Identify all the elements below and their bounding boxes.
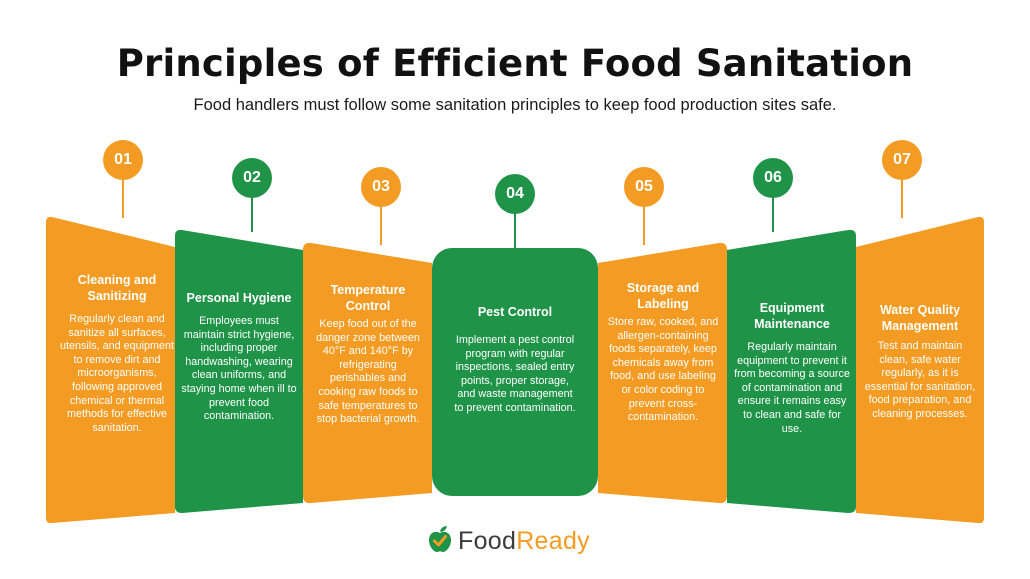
number-badge-06: 06 [753,158,793,198]
principle-title: Storage and Labeling [626,281,700,311]
stem-07 [901,178,903,218]
panel-03-shape [303,242,432,504]
logo-text-ready: Ready [516,526,590,555]
page-title: Principles of Efficient Food Sanitation [116,42,914,85]
principle-05: Storage and Labeling Store raw, cooked, … [605,280,721,425]
stem-02 [251,196,253,232]
panel-01-shape [46,216,175,524]
principle-title: Temperature Control [330,283,406,313]
stem-03 [380,205,382,245]
foodready-logo: FoodReady [428,524,590,558]
logo-wordmark: FoodReady [458,527,590,556]
stem-06 [772,196,774,232]
principle-06: Equipment Maintenance Regularly maintain… [733,300,851,436]
number-badge-02: 02 [232,158,272,198]
principle-title: Cleaning and Sanitizing [77,273,157,303]
page-subtitle: Food handlers must follow some sanitatio… [193,96,837,114]
principle-03: Temperature Control Keep food out of the… [311,282,425,427]
principle-body: Employees must maintain strict hygiene, … [181,315,297,423]
stem-05 [643,205,645,245]
principle-02: Personal Hygiene Employees must maintain… [181,290,297,424]
panel-06-shape [727,229,856,513]
principle-body: Store raw, cooked, and allergen-containi… [607,316,719,424]
number-badge-01: 01 [103,140,143,180]
principle-body: Test and maintain clean, safe water regu… [864,340,976,420]
panel-04-shape [432,248,598,496]
principle-04: Pest Control Implement a pest control pr… [452,304,578,416]
principle-title: Personal Hygiene [186,291,292,305]
number-badge-05: 05 [624,167,664,207]
principle-07: Water Quality Management Test and mainta… [862,302,978,422]
apple-check-icon [428,525,452,558]
logo-text-food: Food [458,526,517,555]
principle-title: Equipment Maintenance [754,301,830,331]
stem-01 [122,178,124,218]
panel-05-shape [598,242,727,504]
number-badge-03: 03 [361,167,401,207]
principle-01: Cleaning and Sanitizing Regularly clean … [58,272,176,435]
principle-title: Pest Control [477,305,553,319]
principle-body: Keep food out of the danger zone between… [316,318,420,426]
panel-02-shape [175,229,303,513]
stem-04 [514,212,516,249]
principle-body: Regularly maintain equipment to prevent … [734,341,850,435]
principle-title: Water Quality Management [879,303,961,333]
number-badge-07: 07 [882,140,922,180]
panel-07-shape [856,216,984,524]
number-badge-04: 04 [495,174,535,214]
principle-body: Implement a pest control program with re… [454,334,576,414]
principle-body: Regularly clean and sanitize all surface… [59,313,175,434]
